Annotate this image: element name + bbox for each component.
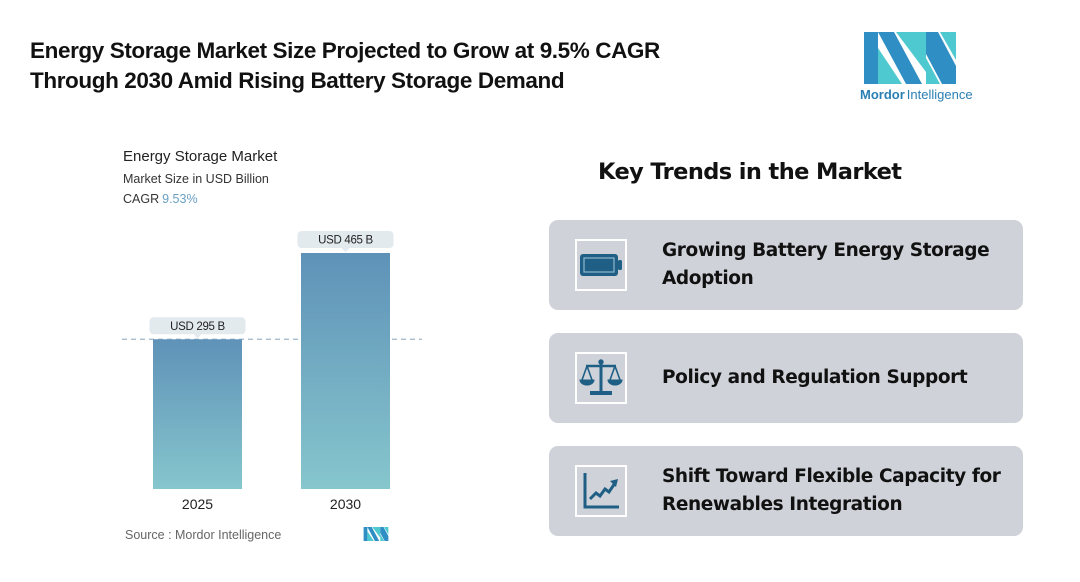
- trend-card-policy-support: Policy and Regulation Support: [549, 333, 1023, 423]
- data-label-bubble: [297, 231, 394, 248]
- headline-line-1: Energy Storage Market Size Projected to …: [30, 38, 660, 63]
- chart-source: Source : Mordor Intelligence: [125, 528, 282, 542]
- battery-icon: [580, 254, 622, 276]
- key-trends-title: Key Trends in the Market: [598, 159, 902, 185]
- trend-chart-icon: [583, 473, 619, 509]
- chart-subtitle: Market Size in USD Billion: [123, 172, 269, 186]
- data-label-bubble: [149, 317, 246, 335]
- brand-name: Mordor Intelligence: [860, 87, 973, 102]
- brand-name-light: Intelligence: [906, 87, 973, 102]
- trend-label: Growing Battery Energy Storage Adoption: [662, 240, 990, 289]
- data-label: USD 465 B: [318, 235, 373, 247]
- brand-name-bold: Mordor: [860, 87, 905, 102]
- data-label-pointer: [193, 334, 202, 339]
- page-headline: Energy Storage Market Size Projected to …: [30, 36, 790, 96]
- brand-logo: Mordor Intelligence: [860, 32, 980, 104]
- data-label: USD 295 B: [170, 321, 225, 333]
- x-tick-label: 2030: [330, 496, 361, 512]
- chart-cagr: CAGR 9.53%: [123, 192, 198, 206]
- trend-card-battery-adoption: Growing Battery Energy Storage Adoption: [549, 220, 1023, 310]
- cagr-label: CAGR: [123, 192, 160, 206]
- trend-icon-box: [575, 352, 627, 404]
- cagr-value: 9.53%: [162, 192, 198, 206]
- trend-icon-box: [575, 465, 627, 517]
- x-tick-label: 2025: [182, 496, 213, 512]
- trend-icon-box: [575, 239, 627, 291]
- mordor-intelligence-logo-icon: [864, 32, 956, 84]
- trend-label: Policy and Regulation Support: [662, 367, 968, 388]
- bar-2025: [153, 339, 242, 489]
- trend-label: Shift Toward Flexible Capacity for Renew…: [662, 466, 1001, 515]
- bar-chart: USD 295 B 2025 USD 465 B 2030: [122, 231, 422, 512]
- headline-line-2: Through 2030 Amid Rising Battery Storage…: [30, 68, 565, 93]
- data-label-pointer: [341, 248, 350, 252]
- chart-title: Energy Storage Market: [123, 148, 278, 165]
- mini-brand-logo-icon: [363, 527, 389, 541]
- bar-2030: [301, 253, 390, 489]
- scales-icon: [579, 359, 623, 395]
- trend-card-flexible-capacity: Shift Toward Flexible Capacity for Renew…: [549, 446, 1023, 536]
